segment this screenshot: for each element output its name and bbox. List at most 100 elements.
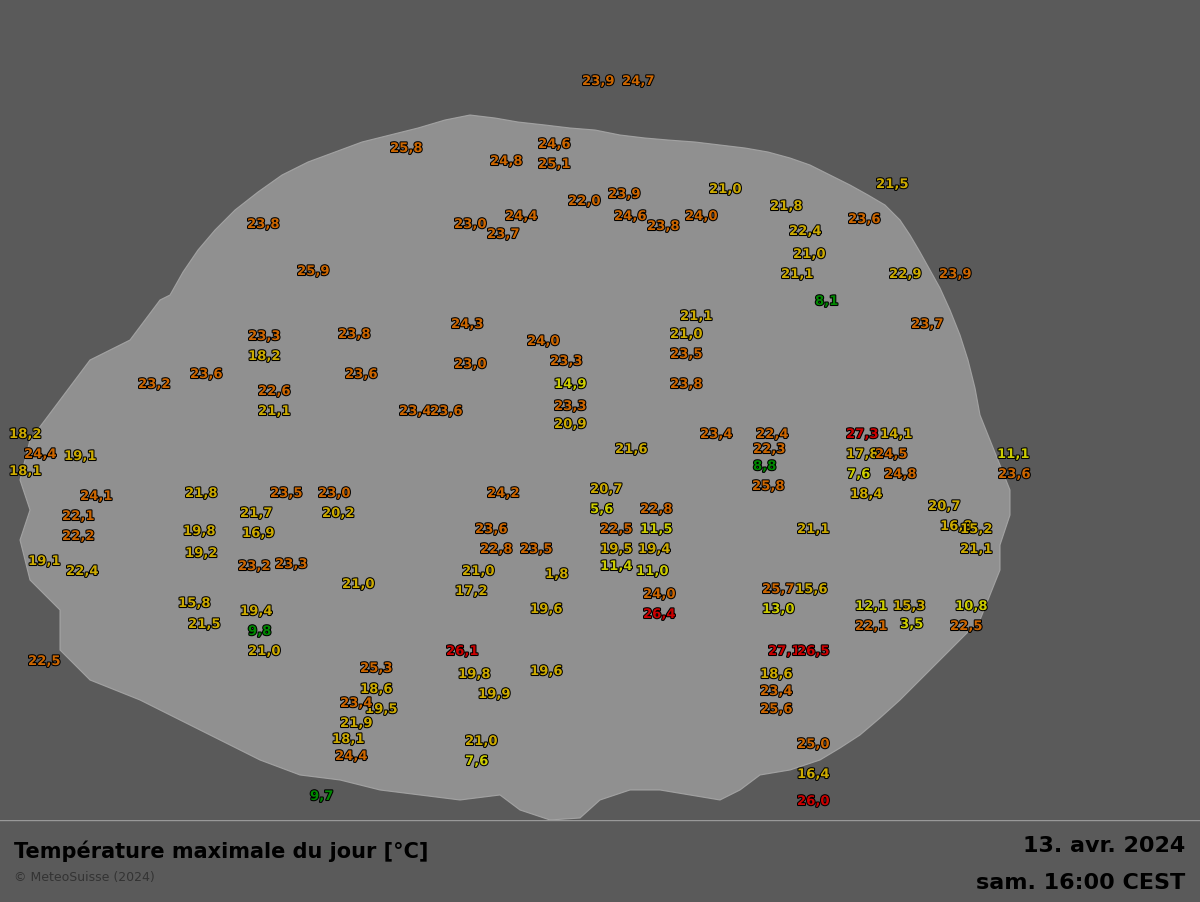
Text: 23,5: 23,5: [270, 487, 302, 500]
Text: 16,4: 16,4: [797, 768, 829, 781]
Text: 23,6: 23,6: [346, 368, 378, 381]
Text: 25,9: 25,9: [298, 265, 330, 278]
Text: 23,9: 23,9: [940, 268, 972, 281]
Text: 21,1: 21,1: [258, 405, 290, 418]
Polygon shape: [20, 115, 1010, 820]
Text: 21,6: 21,6: [616, 443, 648, 456]
Text: 17,8: 17,8: [846, 448, 878, 461]
Text: 19,1: 19,1: [64, 450, 96, 463]
Text: 26,5: 26,5: [797, 645, 829, 658]
Text: 23,3: 23,3: [248, 330, 281, 343]
Text: 14,9: 14,9: [554, 378, 587, 391]
Text: 12,1: 12,1: [854, 600, 888, 613]
Text: 7,6: 7,6: [466, 755, 488, 768]
Text: 19,8: 19,8: [458, 668, 491, 681]
Text: 7,6: 7,6: [847, 468, 870, 481]
Text: 22,6: 22,6: [258, 385, 290, 398]
Text: 15,3: 15,3: [893, 600, 925, 613]
Text: 21,0: 21,0: [342, 578, 374, 591]
Text: 21,0: 21,0: [709, 183, 742, 196]
Text: 24,3: 24,3: [451, 318, 484, 331]
Text: 23,6: 23,6: [998, 468, 1031, 481]
Text: 24,4: 24,4: [505, 210, 538, 223]
Text: 20,7: 20,7: [928, 500, 961, 513]
Text: 23,7: 23,7: [911, 318, 943, 331]
Text: 11,5: 11,5: [640, 523, 672, 536]
Text: 21,0: 21,0: [466, 735, 498, 748]
Text: 24,1: 24,1: [80, 490, 113, 503]
Text: 22,0: 22,0: [568, 195, 601, 208]
Text: 23,5: 23,5: [670, 348, 703, 361]
Text: 22,9: 22,9: [889, 268, 922, 281]
Text: 24,7: 24,7: [622, 75, 655, 88]
Text: 23,9: 23,9: [582, 75, 614, 88]
Text: 23,0: 23,0: [454, 218, 487, 231]
Text: 22,5: 22,5: [600, 523, 632, 536]
Text: 21,7: 21,7: [240, 507, 272, 520]
Text: 23,6: 23,6: [848, 213, 881, 226]
Text: 27,1: 27,1: [768, 645, 800, 658]
Text: 11,1: 11,1: [997, 448, 1030, 461]
Text: 21,0: 21,0: [248, 645, 281, 658]
Text: © MeteoSuisse (2024): © MeteoSuisse (2024): [14, 871, 155, 884]
Text: 23,0: 23,0: [318, 487, 350, 500]
Text: 9,7: 9,7: [310, 790, 334, 803]
Text: 8,1: 8,1: [815, 295, 839, 308]
Text: 22,2: 22,2: [62, 530, 95, 543]
Text: 21,1: 21,1: [960, 543, 992, 556]
Text: 25,3: 25,3: [360, 662, 392, 675]
Text: 18,1: 18,1: [10, 465, 42, 478]
Text: 21,1: 21,1: [680, 310, 713, 323]
Text: 21,8: 21,8: [770, 200, 803, 213]
Text: 26,4: 26,4: [643, 608, 676, 621]
Text: 22,5: 22,5: [28, 655, 60, 668]
Text: 15,2: 15,2: [960, 523, 992, 536]
Text: 23,0: 23,0: [454, 358, 487, 371]
Text: 5,6: 5,6: [590, 503, 613, 516]
Text: 19,6: 19,6: [530, 603, 563, 616]
Text: 23,6: 23,6: [190, 368, 223, 381]
Text: 8,8: 8,8: [754, 460, 776, 473]
Text: 1,8: 1,8: [545, 568, 569, 581]
Text: 10,8: 10,8: [955, 600, 988, 613]
Text: 22,5: 22,5: [950, 620, 983, 633]
Text: 19,5: 19,5: [365, 703, 397, 716]
Text: 18,4: 18,4: [850, 488, 883, 501]
Text: 19,6: 19,6: [530, 665, 563, 678]
Text: 25,8: 25,8: [390, 142, 422, 155]
Text: 9,8: 9,8: [248, 625, 271, 638]
Text: 25,8: 25,8: [752, 480, 785, 493]
Text: 21,8: 21,8: [185, 487, 217, 500]
Text: 25,1: 25,1: [538, 158, 570, 171]
Text: 18,6: 18,6: [760, 668, 793, 681]
Text: 24,4: 24,4: [335, 750, 367, 763]
Text: 22,3: 22,3: [754, 443, 786, 456]
Text: 23,7: 23,7: [487, 228, 520, 241]
Text: 19,9: 19,9: [478, 688, 510, 701]
Text: 3,5: 3,5: [900, 618, 924, 631]
Text: 23,3: 23,3: [554, 400, 587, 413]
Text: 18,2: 18,2: [248, 350, 281, 363]
Text: 21,1: 21,1: [797, 523, 829, 536]
Text: 15,6: 15,6: [796, 583, 828, 596]
Text: 27,3: 27,3: [846, 428, 878, 441]
Text: 25,6: 25,6: [760, 703, 793, 716]
Text: 26,0: 26,0: [797, 795, 829, 808]
Text: 14,1: 14,1: [880, 428, 913, 441]
Text: sam. 16:00 CEST: sam. 16:00 CEST: [977, 873, 1186, 893]
Text: 25,7: 25,7: [762, 583, 794, 596]
Text: 19,4: 19,4: [638, 543, 671, 556]
Text: 24,5: 24,5: [875, 448, 907, 461]
Text: 21,1: 21,1: [781, 268, 814, 281]
Text: 23,6: 23,6: [430, 405, 463, 418]
Text: 22,4: 22,4: [790, 225, 822, 238]
Text: 24,0: 24,0: [527, 335, 559, 348]
Text: 13. avr. 2024: 13. avr. 2024: [1024, 836, 1186, 856]
Text: 20,9: 20,9: [554, 418, 587, 431]
Text: 22,4: 22,4: [66, 565, 98, 578]
Text: 18,2: 18,2: [10, 428, 42, 441]
Text: 21,0: 21,0: [793, 248, 826, 261]
Text: 23,5: 23,5: [520, 543, 553, 556]
Text: 24,0: 24,0: [643, 588, 676, 601]
Text: 23,3: 23,3: [550, 355, 583, 368]
